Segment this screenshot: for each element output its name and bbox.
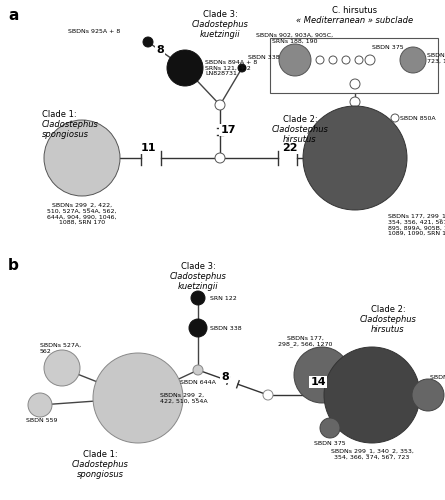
Bar bbox=[270, 38, 438, 93]
Text: SBDNs 299_2,
422, 510, 554A: SBDNs 299_2, 422, 510, 554A bbox=[160, 392, 208, 404]
Text: C. hirsutus: C. hirsutus bbox=[332, 6, 377, 15]
Text: Cladostephus
kuetzingii: Cladostephus kuetzingii bbox=[170, 272, 227, 291]
Text: 22: 22 bbox=[282, 143, 298, 153]
Circle shape bbox=[143, 37, 153, 47]
Text: SBDNs 902, 903A, 905C,
SRNs 188, 190: SBDNs 902, 903A, 905C, SRNs 188, 190 bbox=[256, 33, 334, 44]
Text: 17: 17 bbox=[220, 125, 236, 135]
Circle shape bbox=[355, 56, 363, 64]
Text: SBDN 338: SBDN 338 bbox=[248, 55, 279, 60]
Circle shape bbox=[350, 79, 360, 89]
Circle shape bbox=[350, 97, 360, 107]
Circle shape bbox=[279, 44, 311, 76]
Text: SBDN 850A: SBDN 850A bbox=[400, 116, 436, 120]
Text: SBDN 559: SBDN 559 bbox=[26, 418, 57, 423]
Text: Cladostephus
hirsutus: Cladostephus hirsutus bbox=[271, 125, 328, 144]
Text: 11: 11 bbox=[140, 143, 156, 153]
Circle shape bbox=[412, 379, 444, 411]
Text: SBDNs 356, 421: SBDNs 356, 421 bbox=[430, 375, 445, 380]
Circle shape bbox=[167, 50, 203, 86]
Text: SBDNs 177, 299_1, 353,
354, 356, 421, 567, 744,
895, 899A, 905B, 1065,
1089, 109: SBDNs 177, 299_1, 353, 354, 356, 421, 56… bbox=[388, 213, 445, 236]
Text: Cladostephus
spongiosus: Cladostephus spongiosus bbox=[42, 120, 99, 140]
Circle shape bbox=[316, 56, 324, 64]
Text: « Mediterranean » subclade: « Mediterranean » subclade bbox=[296, 16, 413, 25]
Circle shape bbox=[400, 47, 426, 73]
Circle shape bbox=[391, 114, 399, 122]
Text: SBDNs 299_1, 340_2, 353,
354, 366, 374, 567, 723: SBDNs 299_1, 340_2, 353, 354, 366, 374, … bbox=[331, 448, 413, 460]
Text: 8: 8 bbox=[221, 372, 229, 382]
Text: Cladostephus
spongiosus: Cladostephus spongiosus bbox=[72, 460, 129, 479]
Text: Clade 1:: Clade 1: bbox=[42, 110, 77, 119]
Text: Clade 2:: Clade 2: bbox=[283, 115, 317, 124]
Text: SBDNs 925A + 8: SBDNs 925A + 8 bbox=[68, 29, 120, 34]
Text: SBDNs 177,
298_2, 566, 1270: SBDNs 177, 298_2, 566, 1270 bbox=[278, 336, 332, 347]
Text: SBDN 375: SBDN 375 bbox=[314, 441, 346, 446]
Circle shape bbox=[191, 291, 205, 305]
Text: SBDN 644A: SBDN 644A bbox=[180, 380, 216, 385]
Circle shape bbox=[324, 347, 420, 443]
Text: Cladostephus
hirsutus: Cladostephus hirsutus bbox=[360, 315, 417, 334]
Text: a: a bbox=[8, 8, 18, 23]
Circle shape bbox=[238, 64, 246, 72]
Circle shape bbox=[303, 106, 407, 210]
Circle shape bbox=[215, 100, 225, 110]
Circle shape bbox=[189, 319, 207, 337]
Text: SBDNs 299_2, 422,
510, 527A, 554A, 562,
644A, 904, 990, 1046,
1088, SRN 170: SBDNs 299_2, 422, 510, 527A, 554A, 562, … bbox=[47, 202, 117, 225]
Text: SBDN 338: SBDN 338 bbox=[210, 326, 242, 330]
Text: Clade 2:: Clade 2: bbox=[371, 305, 405, 314]
Circle shape bbox=[44, 120, 120, 196]
Text: 8: 8 bbox=[156, 45, 164, 55]
Text: 14: 14 bbox=[310, 377, 326, 387]
Text: b: b bbox=[8, 258, 19, 273]
Circle shape bbox=[215, 153, 225, 163]
Circle shape bbox=[193, 365, 203, 375]
Text: Clade 3:: Clade 3: bbox=[181, 262, 215, 271]
Circle shape bbox=[350, 115, 360, 125]
Text: Clade 1:: Clade 1: bbox=[83, 450, 117, 459]
Circle shape bbox=[329, 56, 337, 64]
Circle shape bbox=[342, 56, 350, 64]
Text: SRN 122: SRN 122 bbox=[210, 296, 237, 300]
Circle shape bbox=[263, 390, 273, 400]
Circle shape bbox=[44, 350, 80, 386]
Text: SBDNs 340_2,
723, 1270: SBDNs 340_2, 723, 1270 bbox=[427, 52, 445, 64]
Text: SBDNs 894A + 8
SRNs 121, 122
LN828731: SBDNs 894A + 8 SRNs 121, 122 LN828731 bbox=[205, 60, 257, 76]
Circle shape bbox=[350, 133, 360, 143]
Circle shape bbox=[28, 393, 52, 417]
Text: Clade 3:: Clade 3: bbox=[202, 10, 237, 19]
Circle shape bbox=[365, 55, 375, 65]
Text: SBDN 375: SBDN 375 bbox=[372, 45, 404, 50]
Text: SBDNs 527A,
562: SBDNs 527A, 562 bbox=[40, 343, 81, 354]
Circle shape bbox=[320, 418, 340, 438]
Text: Cladostephus
kuetzingii: Cladostephus kuetzingii bbox=[191, 20, 248, 40]
Circle shape bbox=[93, 353, 183, 443]
Circle shape bbox=[294, 347, 350, 403]
